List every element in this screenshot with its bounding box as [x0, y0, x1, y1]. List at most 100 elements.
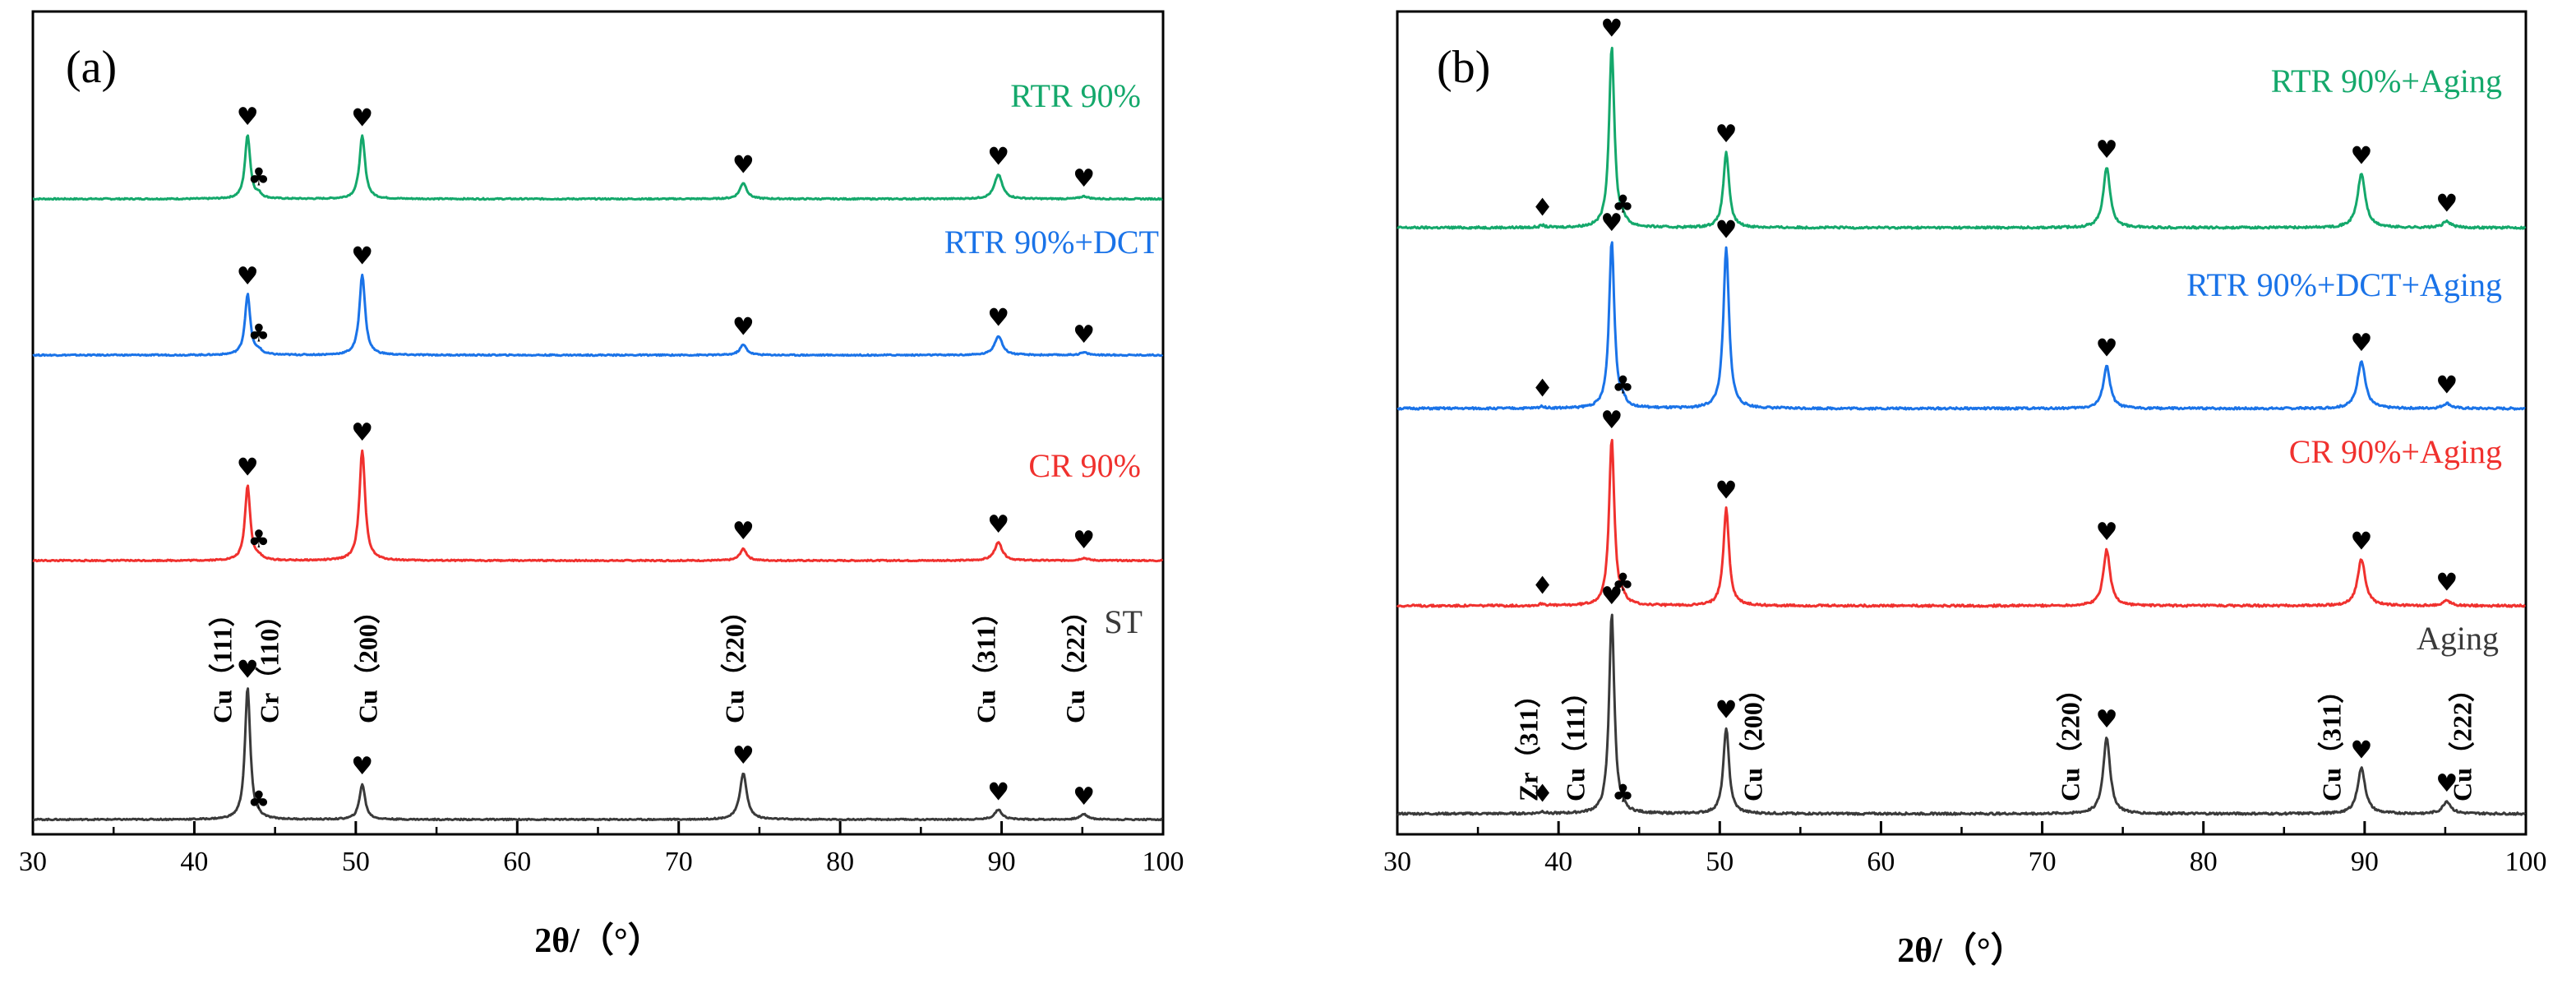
peak-label: Cu（111）	[1561, 679, 1590, 801]
x-tick-label: 80	[826, 847, 854, 877]
series-line	[32, 273, 1164, 358]
x-tick-label: 70	[665, 847, 693, 877]
heart-marker: ♥	[1715, 216, 1738, 245]
series-label: CR 90%	[1028, 447, 1141, 484]
panel-label: (a)	[66, 42, 117, 93]
peak-label: Cu（200）	[353, 598, 382, 723]
series-label: CR 90%+Aging	[2289, 433, 2502, 470]
peak-label: Zr（311）	[1514, 681, 1544, 801]
heart-marker: ♥	[2350, 736, 2372, 765]
x-tick-label: 90	[988, 847, 1016, 877]
heart-marker: ♥	[2096, 518, 2118, 547]
peak-label: Cu（222）	[1060, 598, 1090, 723]
heart-marker: ♥	[732, 313, 755, 342]
heart-marker: ♥	[2435, 372, 2458, 400]
club-marker: ♣	[1612, 372, 1634, 400]
series-3: ♦ ♥ ♣ ♥ ♥ ♥ ♥ Aging Zr（311） Cu（111） Cu（200） Cu（220）…	[1396, 582, 2527, 816]
peak-label: Cu（220）	[719, 598, 749, 723]
x-tick-label: 30	[19, 847, 47, 877]
peak-label: Cu（200）	[1738, 676, 1767, 801]
diamond-marker: ♦	[1531, 571, 1553, 600]
x-tick-label: 40	[1544, 847, 1572, 877]
x-tick-label: 60	[503, 847, 531, 877]
peak-label: Cu（311）	[2316, 677, 2346, 801]
heart-marker: ♥	[351, 104, 373, 133]
peak-label: Cu（111）	[208, 601, 238, 723]
x-tick-label: 50	[1706, 847, 1733, 877]
heart-marker: ♥	[1600, 582, 1623, 611]
series-label: RTR 90%+DCT+Aging	[2186, 266, 2502, 303]
x-tick-label: 90	[2351, 847, 2379, 877]
x-tick-label: 80	[2190, 847, 2218, 877]
heart-marker: ♥	[2435, 769, 2458, 798]
x-tick-label: 100	[2505, 847, 2547, 877]
x-tick-label: 40	[180, 847, 208, 877]
series-1: ♥ ♣ ♥ ♥ ♥ ♥ RTR 90%+DCT	[32, 224, 1164, 358]
heart-marker: ♥	[1715, 695, 1738, 724]
heart-marker: ♥	[237, 262, 259, 291]
series-line	[32, 134, 1163, 201]
heart-marker: ♥	[732, 517, 755, 546]
x-tick-label: 60	[1867, 847, 1895, 877]
heart-marker: ♥	[2096, 334, 2118, 362]
series-line	[32, 449, 1164, 563]
series-line	[1396, 613, 2527, 816]
series-0: ♦ ♥ ♣ ♥ ♥ ♥ ♥ RTR 90%+Aging	[1396, 15, 2527, 230]
club-marker: ♣	[1612, 569, 1634, 598]
heart-marker: ♥	[987, 510, 1009, 539]
diamond-marker: ♦	[1531, 779, 1553, 808]
diamond-marker: ♦	[1531, 374, 1553, 403]
series-label: RTR 90%+Aging	[2271, 62, 2502, 99]
series-label: RTR 90%+DCT	[944, 224, 1159, 261]
peak-label: Cu（222）	[2447, 676, 2477, 801]
heart-marker: ♥	[1073, 783, 1095, 811]
heart-marker: ♥	[1600, 209, 1623, 238]
heart-marker: ♥	[1073, 164, 1095, 193]
peak-label: Cu（311）	[972, 599, 1001, 723]
series-label: RTR 90%	[1010, 77, 1141, 114]
club-marker: ♣	[248, 319, 270, 348]
x-tick-label: 30	[1383, 847, 1411, 877]
x-tick-label: 50	[342, 847, 370, 877]
heart-marker: ♥	[2096, 136, 2118, 164]
heart-marker: ♥	[1600, 15, 1623, 44]
heart-marker: ♥	[237, 103, 259, 132]
peak-label: Cu（220）	[2056, 676, 2085, 801]
series-line	[32, 687, 1163, 822]
heart-marker: ♥	[2096, 705, 2118, 734]
club-marker: ♣	[248, 786, 270, 815]
heart-marker: ♥	[732, 151, 755, 180]
heart-marker: ♥	[1715, 120, 1738, 149]
series-3: ♥ ♣ ♥ ♥ ♥ ♥ ST Cu（111） Cr（110） Cu（200） Cu（220） Cu（3…	[32, 598, 1163, 822]
heart-marker: ♥	[2435, 189, 2458, 218]
heart-marker: ♥	[1715, 477, 1738, 506]
panel-label: (b)	[1437, 42, 1490, 93]
x-axis-title: 2θ/（°）	[1897, 931, 2024, 970]
heart-marker: ♥	[351, 242, 373, 271]
heart-marker: ♥	[2350, 141, 2372, 170]
series-label: ST	[1104, 603, 1143, 640]
x-tick-label: 70	[2029, 847, 2057, 877]
club-marker: ♣	[1612, 191, 1634, 219]
club-marker: ♣	[1612, 779, 1634, 808]
heart-marker: ♥	[351, 418, 373, 447]
diamond-marker: ♦	[1531, 193, 1553, 222]
heart-marker: ♥	[2435, 569, 2458, 598]
series-line	[1396, 46, 2527, 230]
series-1: ♦ ♥ ♣ ♥ ♥ ♥ ♥ RTR 90%+DCT+Aging	[1396, 209, 2526, 411]
peak-label: Cr（110）	[255, 602, 284, 723]
heart-marker: ♥	[1073, 526, 1095, 555]
heart-marker: ♥	[1073, 321, 1095, 349]
heart-marker: ♥	[987, 142, 1009, 171]
series-label: Aging	[2417, 620, 2499, 657]
series-2: ♥ ♣ ♥ ♥ ♥ ♥ CR 90%	[32, 418, 1164, 563]
heart-marker: ♥	[2350, 329, 2372, 358]
club-marker: ♣	[248, 525, 270, 554]
heart-marker: ♥	[237, 655, 259, 684]
heart-marker: ♥	[351, 752, 373, 781]
x-tick-label: 100	[1143, 847, 1184, 877]
heart-marker: ♥	[237, 454, 259, 483]
